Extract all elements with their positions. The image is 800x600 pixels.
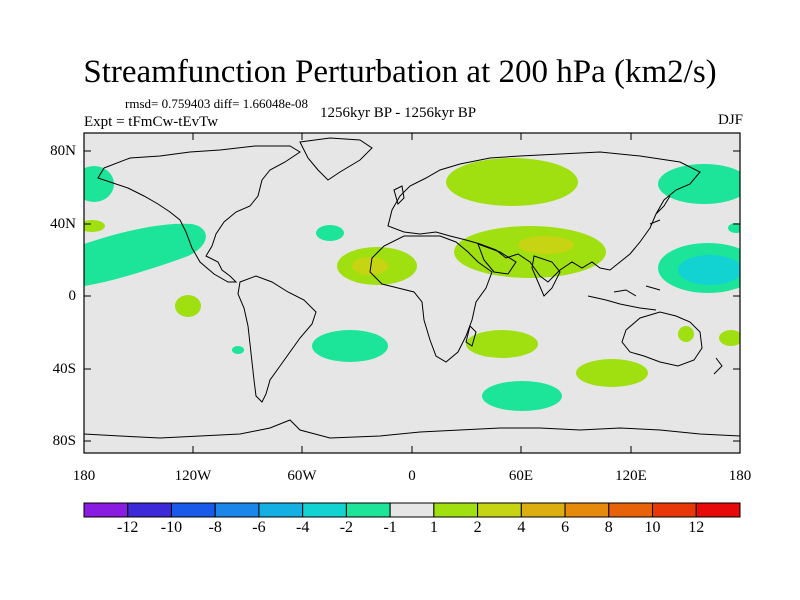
colorbar-box — [214, 502, 260, 518]
chart-title: Streamfunction Perturbation at 200 hPa (… — [83, 54, 717, 90]
colorbar-box — [302, 502, 347, 518]
anomaly-central-pacific — [84, 223, 206, 286]
coast-indonesia — [587, 285, 661, 311]
coast-africa — [369, 235, 493, 363]
anomaly-australia — [678, 326, 694, 342]
anomaly-indian-ocean — [576, 359, 648, 387]
coast-greenland — [299, 137, 373, 181]
anomaly-north-atlantic — [316, 225, 344, 241]
anomaly-south-africa — [466, 330, 538, 358]
colorbar-box — [433, 502, 479, 518]
coast-india — [531, 255, 561, 297]
period-label: 1256kyr BP - 1256kyr BP — [320, 105, 477, 121]
anomaly-west-africa-core — [352, 257, 388, 275]
anomaly-north-pacific-east — [658, 164, 740, 204]
colorbar-box — [258, 502, 304, 518]
lon-label-60w: 60W — [287, 468, 317, 484]
colorbar-box — [345, 502, 391, 518]
lon-label-0: 0 — [408, 468, 416, 484]
colorbar-box — [564, 502, 610, 518]
colorbar-label: -2 — [339, 519, 354, 536]
colorbar-box — [477, 502, 522, 518]
anomaly-west-pacific-core — [678, 255, 740, 285]
colorbar-label: -8 — [208, 519, 222, 536]
coast-new-zealand — [713, 357, 723, 375]
colorbar-box — [127, 502, 172, 518]
colorbar — [83, 502, 741, 518]
lat-label-40s: 40S — [52, 361, 76, 377]
season-label: DJF — [717, 112, 743, 128]
colorbar-label: 8 — [604, 519, 613, 536]
anomaly-east-pacific — [175, 295, 201, 317]
coast-australia — [621, 311, 703, 367]
anomaly-north-pacific-west — [84, 166, 114, 202]
coast-north-america — [97, 145, 301, 283]
colorbar-label: -12 — [117, 519, 139, 536]
anomaly-south-atlantic — [312, 330, 388, 362]
colorbar-label: 12 — [688, 519, 705, 536]
lat-label-40n: 40N — [50, 216, 76, 232]
colorbar-box — [695, 502, 741, 518]
coast-europe-asia — [387, 151, 701, 283]
colorbar-label: 4 — [517, 519, 526, 536]
lat-label-80s: 80S — [52, 433, 76, 449]
stats-line: rmsd= 0.759403 diff= 1.66048e-08 — [125, 96, 309, 111]
anomaly-siberia — [446, 158, 578, 206]
anomaly-southern-ocean — [482, 381, 562, 411]
lon-label-120w: 120W — [174, 468, 212, 484]
colorbar-label: 10 — [644, 519, 661, 536]
coast-arabia — [477, 243, 517, 275]
colorbar-box — [170, 502, 216, 518]
colorbar-box — [520, 502, 566, 518]
coast-japan — [649, 195, 671, 225]
colorbar-label: -4 — [295, 519, 310, 536]
anomaly-small-pacific — [232, 346, 244, 354]
lon-label-180w: 180 — [72, 468, 96, 484]
anomaly-tasman — [719, 330, 740, 346]
colorbar-box — [652, 502, 697, 518]
colorbar-label: 6 — [561, 519, 570, 536]
lat-label-0: 0 — [68, 288, 77, 304]
colorbar-box — [83, 502, 129, 518]
coast-south-america — [237, 275, 317, 403]
coast-british-isles — [393, 185, 405, 205]
colorbar-box — [608, 502, 654, 518]
experiment-label: Expt = tFmCw-tEvTw — [84, 114, 219, 130]
axis-ticks — [83, 133, 741, 453]
lon-label-60e: 60E — [508, 468, 534, 484]
lat-label-80n: 80N — [50, 143, 76, 159]
coast-madagascar — [465, 325, 477, 347]
colorbar-label: -6 — [252, 519, 266, 536]
lon-label-120e: 120E — [615, 468, 647, 484]
colorbar-label: -1 — [383, 519, 397, 536]
coastlines — [84, 137, 740, 439]
colorbar-label: 2 — [473, 519, 482, 536]
colorbar-box — [389, 502, 435, 518]
colorbar-label: 1 — [429, 519, 438, 536]
coast-antarctica — [84, 419, 740, 439]
anomaly-pacific-west-edge — [84, 220, 105, 232]
colorbar-label: -10 — [160, 519, 183, 536]
anomaly-asia-core — [518, 236, 574, 254]
anomaly-pacific-east-edge — [728, 223, 740, 233]
lon-label-180e: 180 — [728, 468, 752, 484]
map-background — [84, 133, 740, 453]
